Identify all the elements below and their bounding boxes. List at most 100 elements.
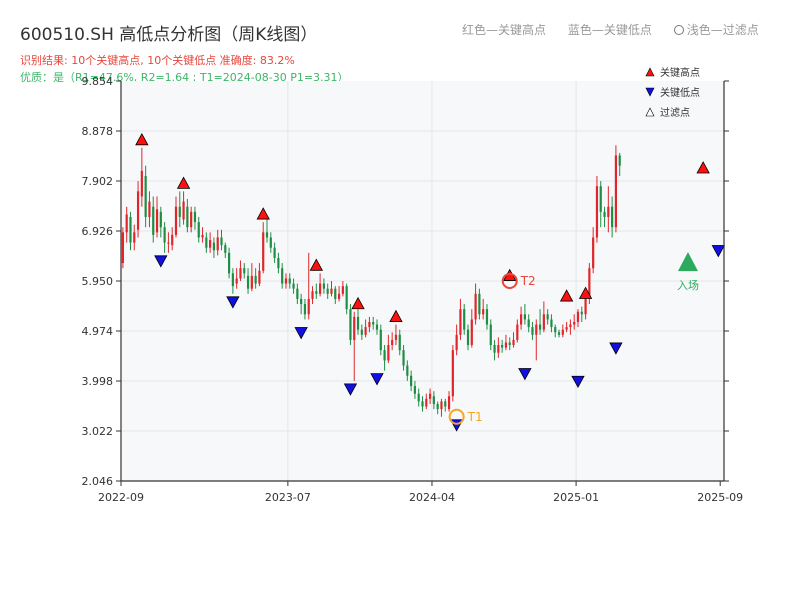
legend-filtered-icon [645, 107, 655, 117]
candle [501, 339, 504, 353]
candle-body [258, 270, 261, 284]
candle-body [501, 345, 504, 348]
candle [197, 216, 200, 243]
candle-body [398, 334, 401, 351]
candle [254, 268, 257, 289]
candle [394, 324, 398, 346]
key-low-marker [711, 245, 725, 258]
candle [406, 360, 409, 381]
candle [379, 324, 382, 356]
chart-title: 600510.SH 高低点分析图（周K线图） [20, 25, 318, 45]
candle [133, 224, 136, 251]
candle [428, 388, 432, 404]
candle [258, 263, 261, 287]
candle-body [482, 309, 485, 315]
candle-body [171, 234, 174, 246]
candle [607, 186, 610, 233]
candle [482, 298, 485, 320]
candle-body [535, 324, 538, 335]
key-low-markers [154, 245, 725, 432]
candle-body [360, 329, 363, 335]
candle-body [281, 268, 284, 284]
candle [451, 345, 454, 402]
candle [322, 278, 325, 294]
candle-body [372, 321, 375, 325]
candle-body [167, 242, 170, 244]
candle-body [273, 247, 276, 258]
candle [205, 232, 208, 253]
candle [546, 309, 549, 325]
candle [125, 206, 128, 243]
candle-body [455, 334, 458, 351]
grid-lines [121, 81, 724, 481]
key-high-marker [351, 296, 365, 310]
candle-body [227, 252, 231, 274]
candle-body [542, 314, 545, 330]
candle-body [497, 345, 500, 353]
candle [618, 152, 621, 176]
candle-body [451, 350, 454, 397]
candle-body [231, 273, 234, 287]
candle [497, 337, 500, 358]
candle [580, 306, 583, 322]
candle [508, 337, 511, 351]
candle-body [580, 311, 583, 315]
candle [330, 281, 333, 297]
candle-body [209, 240, 212, 248]
candle [239, 260, 242, 281]
candle-body [152, 206, 155, 235]
candle-body [406, 365, 409, 376]
candle-body [197, 222, 200, 238]
candle-body [182, 201, 185, 220]
candle [227, 247, 231, 279]
candle-body [447, 396, 451, 410]
candle-body [190, 211, 193, 228]
candle-body [243, 268, 246, 274]
candle-body [614, 155, 618, 228]
candle-body [292, 283, 295, 289]
y-tick-label: 2.046 [82, 475, 114, 488]
candle-body [186, 206, 189, 228]
candle [512, 332, 515, 348]
candle-body [410, 375, 413, 387]
candle [383, 345, 386, 371]
candles [121, 145, 621, 417]
key-low-marker [370, 373, 384, 386]
y-tick-label: 8.878 [82, 125, 114, 138]
candle-body [391, 339, 394, 346]
candle-body [300, 298, 303, 305]
candle [603, 206, 606, 228]
candle-body [466, 329, 470, 346]
candle-body [254, 275, 257, 284]
candle-body [246, 275, 250, 289]
marker-label: T1 [467, 410, 483, 424]
candle-body [603, 211, 606, 217]
header-legend: 红色—关键高点 蓝色—关键低点 浅色—过滤点 [462, 21, 759, 38]
candle [478, 288, 481, 320]
candle [595, 175, 599, 243]
candle [391, 332, 394, 351]
candle-body [326, 288, 329, 294]
candle [273, 242, 276, 264]
candle-body [584, 298, 587, 315]
candle [163, 222, 166, 253]
candle-body [284, 278, 288, 284]
x-tick-label: 2025-09 [697, 491, 743, 504]
candle [269, 232, 272, 253]
candle [356, 309, 360, 335]
candle-body [163, 227, 166, 243]
candle-body [144, 175, 147, 217]
candle [444, 398, 447, 412]
candle [531, 321, 534, 340]
candle-body [565, 327, 568, 330]
candle-body [485, 309, 489, 325]
candle [144, 165, 147, 228]
candle-body [512, 339, 515, 346]
candle [311, 286, 314, 305]
candle-body [554, 327, 557, 333]
legend-low-icon [645, 87, 655, 97]
candle-body [345, 286, 348, 310]
candle [212, 237, 216, 258]
candle-body [459, 309, 462, 335]
candle [474, 283, 477, 325]
